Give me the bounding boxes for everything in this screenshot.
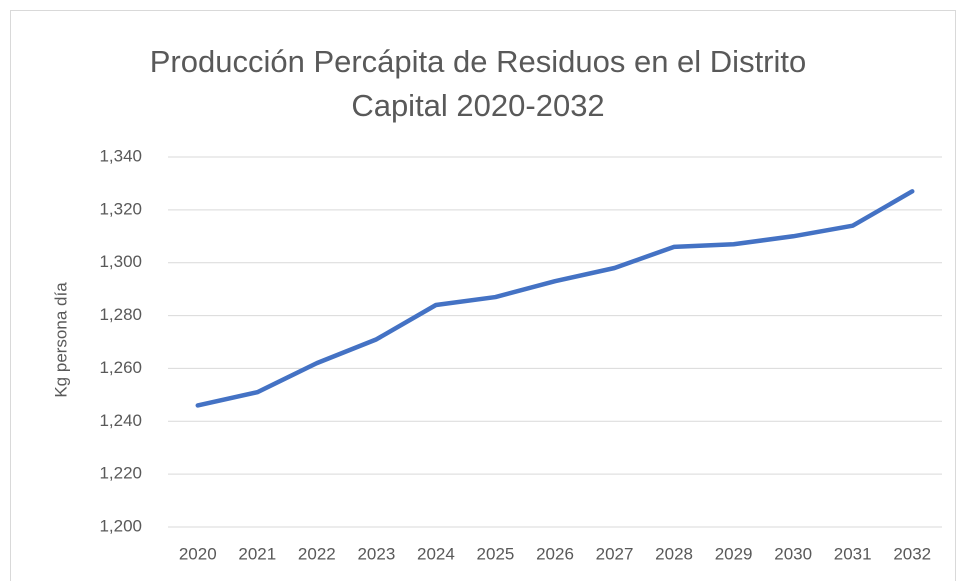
chart-border [10, 10, 956, 581]
x-tick-label: 2023 [357, 544, 395, 563]
x-tick-label: 2027 [596, 544, 634, 563]
x-tick-label: 2029 [715, 544, 753, 563]
x-tick-label: 2032 [893, 544, 931, 563]
x-tick-label: 2022 [298, 544, 336, 563]
y-tick-label: 1,340 [99, 146, 142, 165]
data-line [195, 189, 915, 408]
y-tick-label: 1,320 [99, 199, 142, 218]
x-tick-label: 2028 [655, 544, 693, 563]
x-tick-label: 2030 [774, 544, 812, 563]
y-tick-label: 1,260 [99, 358, 142, 377]
x-tick-label: 2031 [834, 544, 872, 563]
x-tick-label: 2020 [179, 544, 217, 563]
y-tick-label: 1,280 [99, 305, 142, 324]
y-tick-label: 1,240 [99, 411, 142, 430]
y-tick-label: 1,200 [99, 516, 142, 535]
y-tick-label: 1,300 [99, 252, 142, 271]
x-tick-label: 2025 [477, 544, 515, 563]
chart-title: Producción Percápita de Residuos en el D… [149, 44, 807, 123]
y-tick-label: 1,220 [99, 464, 142, 483]
y-axis-label: Kg persona día [51, 282, 70, 398]
x-tick-label: 2026 [536, 544, 574, 563]
x-tick-label: 2021 [238, 544, 276, 563]
x-tick-label: 2024 [417, 544, 455, 563]
